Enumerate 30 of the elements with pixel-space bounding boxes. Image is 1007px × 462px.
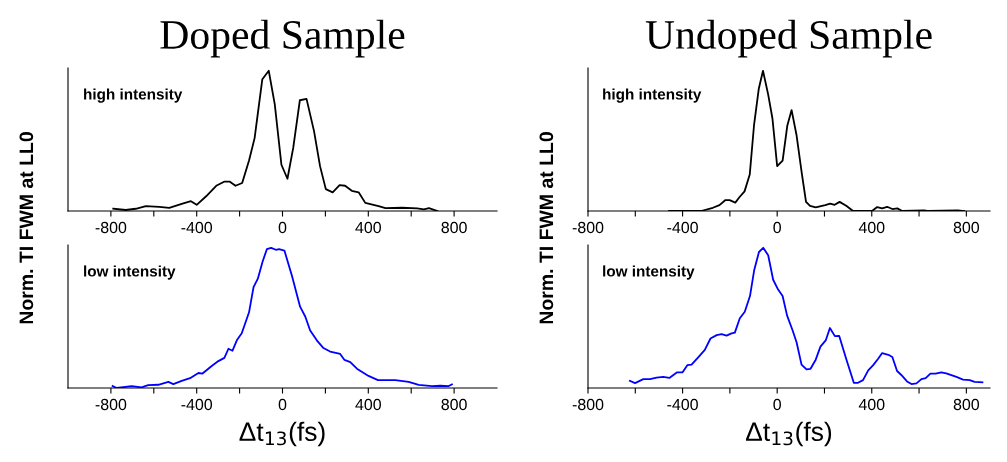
x-tick-label: -800: [572, 398, 604, 411]
x-tick-label: 0: [278, 221, 287, 234]
x-tick-label: 0: [773, 398, 781, 411]
x-axis-title: Δt$_{13}$(fs): [745, 421, 832, 447]
chart-title: Undoped Sample: [645, 19, 932, 58]
x-tick-label: -800: [95, 398, 127, 411]
x-tick-label: -400: [181, 221, 213, 234]
x-tick-label: -800: [95, 221, 127, 234]
x-axis-title: Δt$_{13}$(fs): [239, 421, 325, 447]
x-tick-label: 400: [858, 221, 885, 234]
annotation: low intensity: [603, 265, 695, 280]
x-tick-label: 400: [355, 221, 381, 234]
x-tick-label: 800: [953, 398, 980, 411]
x-tick-label: 400: [355, 398, 381, 411]
y-axis-title: Norm. TI FWM at LL0: [19, 132, 34, 324]
annotation: high intensity: [84, 88, 183, 103]
x-tick-label: 400: [858, 398, 885, 411]
annotation: low intensity: [84, 265, 176, 280]
x-tick-label: 800: [953, 221, 980, 234]
annotation: high intensity: [603, 88, 702, 103]
x-tick-label: 0: [773, 221, 781, 234]
x-tick-label: -800: [572, 221, 604, 234]
x-tick-label: -400: [181, 398, 213, 411]
x-tick-label: 800: [441, 221, 467, 234]
x-tick-label: -400: [667, 398, 698, 411]
x-tick-label: 0: [278, 398, 287, 411]
x-tick-label: -400: [667, 221, 698, 234]
x-tick-label: 800: [441, 398, 467, 411]
chart-title: Doped Sample: [160, 19, 405, 58]
y-axis-title: Norm. TI FWM at LL0: [539, 132, 554, 324]
